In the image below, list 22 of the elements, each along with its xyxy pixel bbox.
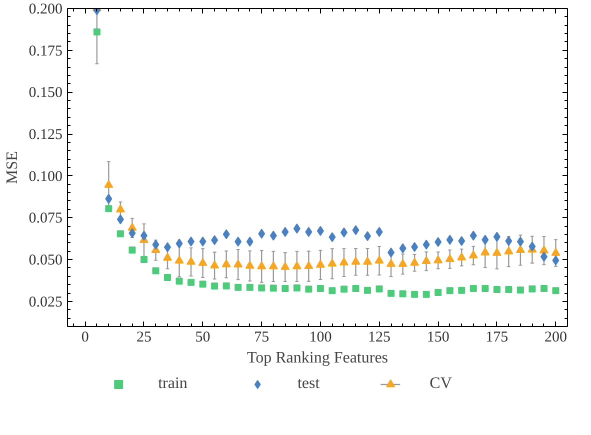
y-axis-title: MSE (4, 151, 21, 184)
x-tick-label: 200 (544, 330, 567, 346)
y-tick-label: 0.150 (28, 85, 62, 102)
y-tick-label: 0.125 (28, 127, 62, 144)
x-tick-label: 25 (136, 330, 152, 346)
x-tick-label: 0 (81, 330, 89, 346)
y-tick-label: 0.050 (28, 252, 62, 269)
x-axis-title: Top Ranking Features (246, 350, 388, 366)
x-tick-label: 75 (254, 330, 270, 346)
legend-label: train (158, 375, 188, 393)
y-tick-label: 0.075 (28, 210, 62, 227)
x-tick-label: 175 (486, 330, 508, 346)
x-tick-label: 150 (426, 330, 450, 346)
y-tick-label: 0.175 (28, 43, 62, 60)
y-tick-label: 0.025 (28, 294, 62, 310)
legend-label: test (297, 375, 320, 393)
x-tick-label: 125 (368, 330, 391, 346)
y-tick-label: 0.200 (28, 2, 62, 18)
y-tick-label: 0.100 (28, 168, 62, 185)
x-tick-label: 100 (309, 330, 332, 346)
x-tick-label: 50 (195, 330, 210, 346)
legend-label: CV (430, 375, 452, 393)
